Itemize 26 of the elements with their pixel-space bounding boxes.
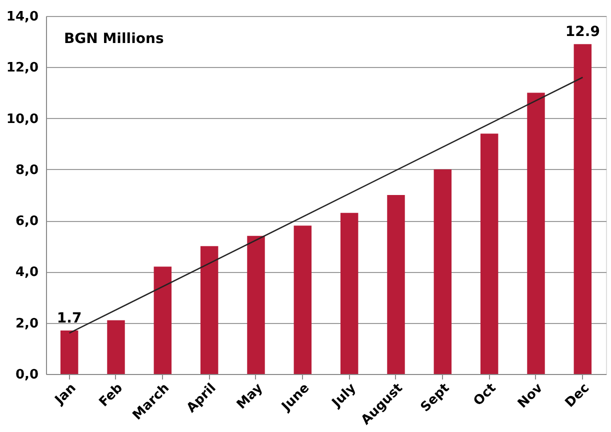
bar: [574, 44, 592, 374]
y-tick-label: 0,0: [15, 368, 38, 382]
bar: [294, 226, 312, 374]
data-label: 1.7: [56, 310, 82, 327]
x-tick-label: Feb: [96, 380, 126, 410]
x-tick-label: Oct: [470, 380, 500, 410]
y-tick-label: 14,0: [6, 10, 38, 24]
bar: [527, 92, 545, 374]
bar: [387, 195, 405, 374]
y-tick-label: 4,0: [15, 265, 38, 280]
data-label: 12.9: [565, 24, 600, 40]
bar: [480, 134, 498, 374]
bar: [107, 320, 125, 374]
bar: [340, 212, 358, 374]
y-tick-label: 8,0: [15, 162, 38, 178]
bar: [154, 266, 172, 374]
bar: [247, 236, 265, 374]
y-tick-label: 12,0: [6, 60, 38, 76]
bar: [200, 246, 218, 374]
x-tick-label: Jan: [52, 380, 80, 408]
bar: [434, 169, 452, 374]
y-tick-label: 2,0: [15, 316, 38, 332]
bar: [60, 330, 78, 374]
annotation: BGN Millions: [64, 31, 164, 47]
y-tick-label: 10,0: [6, 112, 38, 127]
y-tick-label: 6,0: [15, 214, 38, 230]
